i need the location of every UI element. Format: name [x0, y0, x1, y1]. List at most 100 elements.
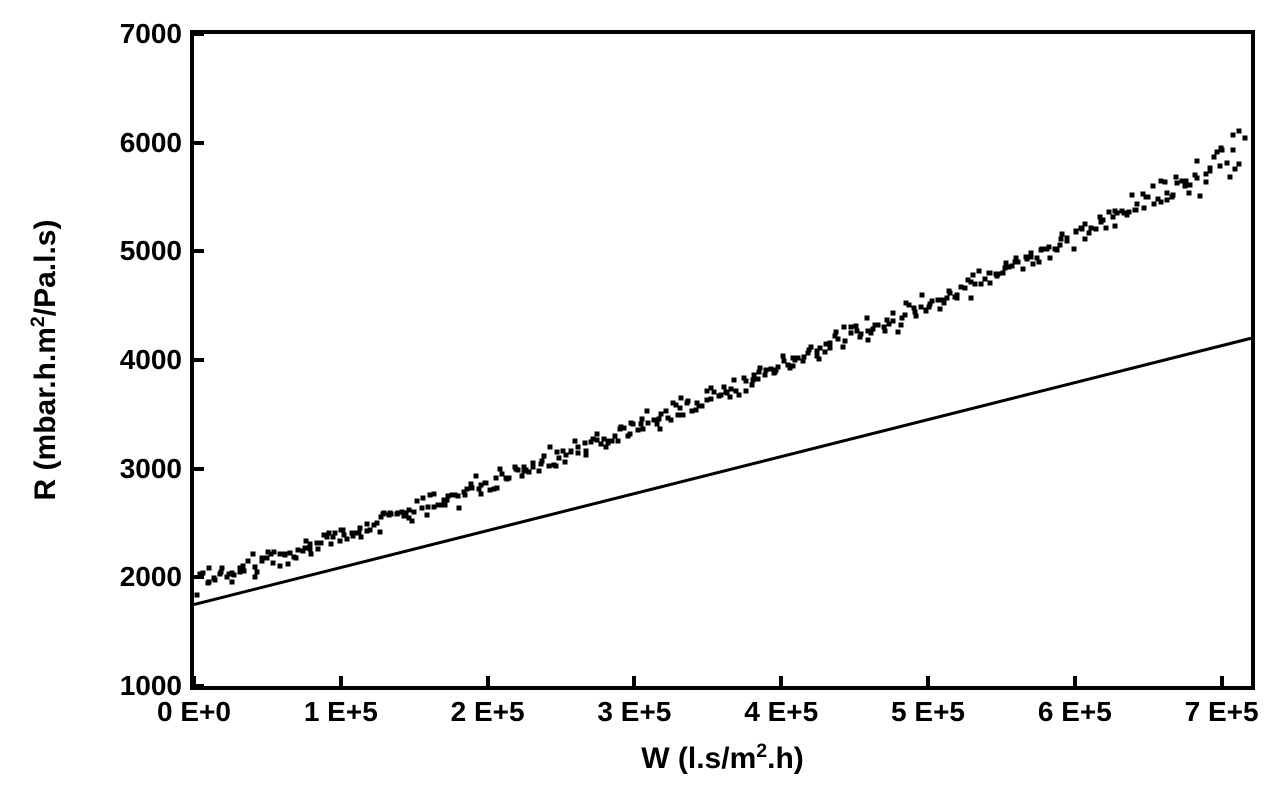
scatter-point	[971, 272, 976, 277]
scatter-point	[584, 453, 589, 458]
scatter-point	[895, 329, 900, 334]
scatter-point	[979, 282, 984, 287]
scatter-point	[1212, 155, 1217, 160]
scatter-point	[411, 509, 416, 514]
scatter-point	[679, 395, 684, 400]
scatter-point	[758, 366, 763, 371]
scatter-point	[419, 506, 424, 511]
scatter-point	[572, 438, 577, 443]
scatter-point	[424, 512, 429, 517]
x-tick-label: 6 E+5	[1038, 686, 1112, 728]
scatter-point	[271, 550, 276, 555]
scatter-point	[420, 495, 425, 500]
scatter-point	[207, 580, 212, 585]
scatter-point	[645, 408, 650, 413]
scatter-point	[1059, 237, 1064, 242]
scatter-point	[340, 527, 345, 532]
scatter-point	[582, 441, 587, 446]
y-axis-label: R (mbar.h.m2/Pa.l.s)	[27, 220, 63, 501]
scatter-point	[664, 409, 669, 414]
scatter-point	[316, 547, 321, 552]
scatter-point	[537, 468, 542, 473]
scatter-point	[945, 295, 950, 300]
scatter-point	[891, 310, 896, 315]
scatter-point	[1174, 174, 1179, 179]
scatter-point	[1037, 259, 1042, 264]
scatter-point	[1162, 180, 1167, 185]
scatter-point	[941, 301, 946, 306]
scatter-point	[1031, 261, 1036, 266]
scatter-point	[858, 335, 863, 340]
scatter-point	[630, 421, 635, 426]
scatter-point	[834, 329, 839, 334]
scatter-point	[686, 398, 691, 403]
scatter-point	[207, 566, 212, 571]
scatter-point	[836, 336, 841, 341]
scatter-point	[319, 540, 324, 545]
scatter-point	[681, 413, 686, 418]
scatter-point	[252, 574, 257, 579]
scatter-point	[1021, 266, 1026, 271]
scatter-point	[699, 403, 704, 408]
scatter-point	[1058, 242, 1063, 247]
scatter-point	[1054, 248, 1059, 253]
scatter-point	[201, 570, 206, 575]
scatter-point	[357, 526, 362, 531]
scatter-point	[483, 480, 488, 485]
scatter-point	[1135, 202, 1140, 207]
scatter-point	[1242, 135, 1247, 140]
scatter-point	[1230, 133, 1235, 138]
scatter-point	[875, 322, 880, 327]
scatter-point	[890, 318, 895, 323]
scatter-point	[822, 349, 827, 354]
scatter-point	[494, 486, 499, 491]
scatter-point	[329, 542, 334, 547]
scatter-point	[849, 331, 854, 336]
scatter-point	[615, 438, 620, 443]
scatter-point	[866, 337, 871, 342]
y-tick-label: 2000	[120, 561, 194, 593]
scatter-point	[455, 494, 460, 499]
scatter-point	[920, 292, 925, 297]
scatter-point	[252, 564, 257, 569]
scatter-point	[968, 296, 973, 301]
y-tick-label: 5000	[120, 235, 194, 267]
x-tick-label: 5 E+5	[891, 686, 965, 728]
scatter-point	[882, 328, 887, 333]
scatter-point	[930, 298, 935, 303]
scatter-point	[374, 520, 379, 525]
scatter-point	[828, 340, 833, 345]
scatter-point	[1224, 160, 1229, 165]
scatter-point	[641, 426, 646, 431]
scatter-point	[470, 486, 475, 491]
scatter-point	[677, 405, 682, 410]
scatter-point	[1194, 176, 1199, 181]
x-tick-label: 1 E+5	[304, 686, 378, 728]
scatter-point	[903, 313, 908, 318]
scatter-point	[743, 379, 748, 384]
scatter-point	[229, 580, 234, 585]
scatter-point	[464, 487, 469, 492]
scatter-point	[1237, 162, 1242, 167]
scatter-point	[426, 504, 431, 509]
scatter-point	[359, 534, 364, 539]
scatter-point	[377, 530, 382, 535]
scatter-point	[539, 462, 544, 467]
scatter-point	[1040, 247, 1045, 252]
scatter-point	[345, 537, 350, 542]
scatter-point	[849, 324, 854, 329]
scatter-point	[977, 268, 982, 273]
scatter-point	[1083, 236, 1088, 241]
scatter-point	[995, 272, 1000, 277]
scatter-point	[1087, 231, 1092, 236]
scatter-point	[1082, 222, 1087, 227]
scatter-point	[1171, 193, 1176, 198]
y-tick-label: 7000	[120, 18, 194, 50]
scatter-point	[554, 450, 559, 455]
scatter-point	[727, 395, 732, 400]
scatter-point	[562, 459, 567, 464]
scatter-point	[394, 511, 399, 516]
scatter-point	[604, 444, 609, 449]
scatter-point	[195, 592, 200, 597]
scatter-point	[728, 386, 733, 391]
